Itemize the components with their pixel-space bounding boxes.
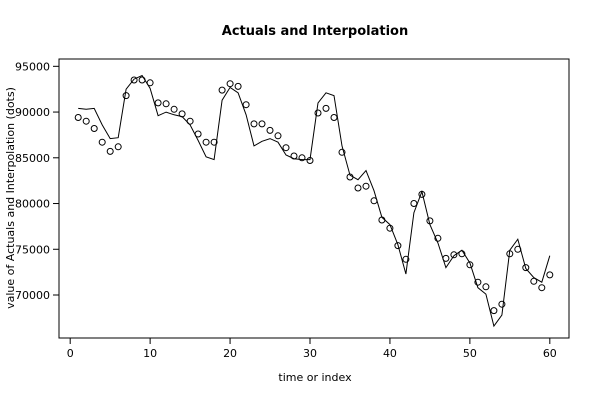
actual-point [354,184,362,192]
interpolation-line [78,74,551,328]
actual-point [314,109,322,117]
y-axis-label: value of Actuals and Interpolation (dots… [4,87,17,309]
y-tick-label: 80000 [15,198,50,211]
actual-point [370,197,378,205]
actual-point [474,278,482,286]
actual-point [146,79,154,87]
actual-point [362,182,370,190]
y-tick-label: 95000 [15,60,50,73]
x-tick-label: 50 [463,347,477,360]
actual-point [402,255,410,263]
actual-point [426,217,434,225]
actual-point [386,224,394,232]
actual-point [306,157,314,164]
actual-point [282,144,290,152]
actual-point [442,254,450,262]
actual-point [274,132,282,140]
actual-point [530,277,538,285]
x-axis: 0 10 20 30 40 50 60 [67,338,557,360]
actual-point [250,120,258,128]
actual-point [162,100,170,108]
actual-point [194,130,202,138]
actual-point [210,138,218,146]
actual-point [378,216,386,224]
actual-point [466,261,474,269]
actual-point [242,101,250,109]
y-tick-label: 90000 [15,106,50,119]
actual-point [330,114,338,121]
actual-point [186,117,194,125]
actual-point [538,284,546,292]
actual-point [130,76,138,84]
chart-title: Actuals and Interpolation [222,24,408,39]
y-tick-label: 70000 [15,289,50,302]
actual-point [490,307,498,315]
actual-point [74,114,82,121]
actual-point [546,271,554,279]
y-axis: 70000 75000 80000 85000 90000 95000 [15,60,59,302]
actual-point [154,99,162,107]
actual-point [498,300,506,308]
actual-point [418,190,426,198]
actual-point [178,110,186,118]
actual-point [202,138,210,146]
actual-point [410,200,418,207]
interpolation-series [78,74,551,328]
y-tick-label: 75000 [15,243,50,256]
actual-point [450,251,458,259]
actual-point [82,117,90,125]
actual-point [138,76,146,84]
actual-point [114,143,122,151]
actual-point [506,250,514,258]
actual-point [290,152,298,160]
actual-point [122,92,130,100]
x-tick-label: 30 [303,347,317,360]
actual-point [434,234,442,242]
actual-point [234,82,242,90]
actual-point [90,125,98,132]
x-tick-label: 40 [383,347,397,360]
actual-point [322,104,330,112]
actual-point [266,126,274,134]
actual-point [298,154,306,162]
x-tick-label: 10 [143,347,157,360]
actual-point [106,147,114,155]
plot-frame [58,58,570,339]
actual-point [98,138,106,146]
x-tick-label: 0 [67,347,74,360]
actual-point [458,250,466,258]
y-tick-label: 85000 [15,152,50,165]
actuals-series [74,76,554,315]
actual-point [218,86,226,94]
actual-point [170,105,178,113]
actual-point [226,80,234,88]
actual-point [258,120,266,128]
actual-point [394,242,402,250]
actual-point [522,264,530,272]
x-tick-label: 20 [223,347,237,360]
actual-point [346,173,354,181]
x-axis-label: time or index [278,371,352,384]
x-tick-label: 60 [543,347,557,360]
actual-point [482,283,490,291]
actual-point [338,148,346,156]
actual-point [514,245,522,253]
